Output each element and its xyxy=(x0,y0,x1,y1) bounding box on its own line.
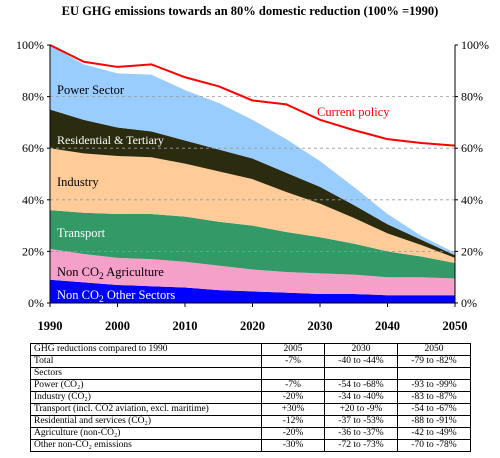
table-cell: Other non-CO₂ emissions xyxy=(30,439,262,452)
table-header-2050: 2050 xyxy=(397,343,471,356)
table-cell: -20% xyxy=(261,391,325,404)
current-policy-line xyxy=(49,44,456,147)
x-tick-label: 2010 xyxy=(173,319,198,333)
y-tick-label-right: 80% xyxy=(461,90,483,104)
table-header-2030: 2030 xyxy=(324,343,398,356)
series-label-industry: Industry xyxy=(57,175,99,189)
y-tick-label-left: 40% xyxy=(22,193,44,207)
table-header-label: GHG reductions compared to 1990 xyxy=(30,343,262,356)
table-cell: -93 to -99% xyxy=(397,379,471,392)
table-cell: +30% xyxy=(261,403,325,416)
table-row: Other non-CO₂ emissions -30% -72 to -73%… xyxy=(30,439,471,452)
table-cell: -12% xyxy=(261,415,325,428)
y-tick-label-right: 0% xyxy=(461,296,477,310)
table-cell: Industry (CO₂) xyxy=(30,391,262,404)
table-cell: Residential and services (CO₂) xyxy=(30,415,262,428)
x-tick-label: 2030 xyxy=(308,319,333,333)
table-cell: -70 to -78% xyxy=(397,439,471,452)
series-label-residential-tertiary: Residential & Tertiary xyxy=(57,133,164,147)
table-header-2005: 2005 xyxy=(261,343,325,356)
table-row: Power (CO₂) -7% -54 to -68% -93 to -99% xyxy=(30,379,471,392)
y-tick-label-left: 80% xyxy=(22,90,44,104)
x-tick-label: 2050 xyxy=(443,319,468,333)
table-cell: -54 to -68% xyxy=(324,379,398,392)
table-cell: -34 to -40% xyxy=(324,391,398,404)
chart-title: EU GHG emissions towards an 80% domestic… xyxy=(61,4,439,18)
table-cell: Total xyxy=(30,355,262,368)
table-row-total: Total -7% -40 to -44% -79 to -82% xyxy=(30,355,471,368)
table-row: Agriculture (non-CO₂) -20% -36 to -37% -… xyxy=(30,427,471,440)
table-cell: Transport (incl. CO2 aviation, excl. mar… xyxy=(30,403,262,416)
y-tick-label-left: 100% xyxy=(16,38,44,52)
table-row: Industry (CO₂) -20% -34 to -40% -83 to -… xyxy=(30,391,471,404)
table-cell: -88 to -91% xyxy=(397,415,471,428)
table-cell: Agriculture (non-CO₂) xyxy=(30,427,262,440)
table-cell: +20 to -9% xyxy=(324,403,398,416)
table-header-row: GHG reductions compared to 1990 2005 203… xyxy=(30,343,471,356)
area-industry xyxy=(50,148,455,264)
y-tick-label-left: 60% xyxy=(22,141,44,155)
series-label-non-co2-agriculture: Non CO2 Agriculture xyxy=(57,265,164,282)
sectors-label: Sectors xyxy=(30,367,262,380)
area-residential-tertiary xyxy=(50,109,455,258)
x-tick-label: 1990 xyxy=(38,319,63,333)
table-row-sectors: Sectors xyxy=(30,367,471,380)
table-cell: -83 to -87% xyxy=(397,391,471,404)
table-cell: Power (CO₂) xyxy=(30,379,262,392)
series-label-non-co2-other-sectors: Non CO2 Other Sectors xyxy=(57,288,175,305)
y-tick-label-left: 20% xyxy=(22,244,44,258)
table-cell: -7% xyxy=(261,355,325,368)
table-cell: -40 to -44% xyxy=(324,355,398,368)
x-tick-label: 2020 xyxy=(240,319,265,333)
x-tick-label: 2040 xyxy=(375,319,400,333)
table-cell: -72 to -73% xyxy=(324,439,398,452)
reductions-table: GHG reductions compared to 1990 2005 203… xyxy=(30,343,471,452)
table-cell: -37 to -53% xyxy=(324,415,398,428)
table-cell xyxy=(324,367,398,380)
table-cell: -30% xyxy=(261,439,325,452)
series-label-transport: Transport xyxy=(57,226,106,240)
area-power-sector xyxy=(50,45,455,256)
current-policy-label: Current policy xyxy=(317,105,390,119)
y-tick-label-right: 40% xyxy=(461,193,483,207)
y-tick-label-right: 100% xyxy=(461,38,489,52)
table-cell: -79 to -82% xyxy=(397,355,471,368)
emissions-area-chart: 0% 0% 20% 20% 40% 40% 60% 60% 80% 80% 100% 100% 1990… xyxy=(16,38,489,333)
table-cell: -42 to -49% xyxy=(397,427,471,440)
area-non-co2-agriculture xyxy=(50,248,455,296)
y-tick-label-left: 0% xyxy=(28,296,44,310)
area-transport xyxy=(50,210,455,279)
x-tick-label: 2000 xyxy=(105,319,130,333)
table-cell xyxy=(261,367,325,380)
table-row: Residential and services (CO₂) -12% -37 … xyxy=(30,415,471,428)
table-cell: -7% xyxy=(261,379,325,392)
table-row: Transport (incl. CO2 aviation, excl. mar… xyxy=(30,403,471,416)
y-tick-label-right: 20% xyxy=(461,244,483,258)
y-tick-label-right: 60% xyxy=(461,141,483,155)
table-cell xyxy=(397,367,471,380)
series-label-power-sector: Power Sector xyxy=(57,83,125,97)
table-cell: -20% xyxy=(261,427,325,440)
table-cell: -54 to -67% xyxy=(397,403,471,416)
table-cell: -36 to -37% xyxy=(324,427,398,440)
